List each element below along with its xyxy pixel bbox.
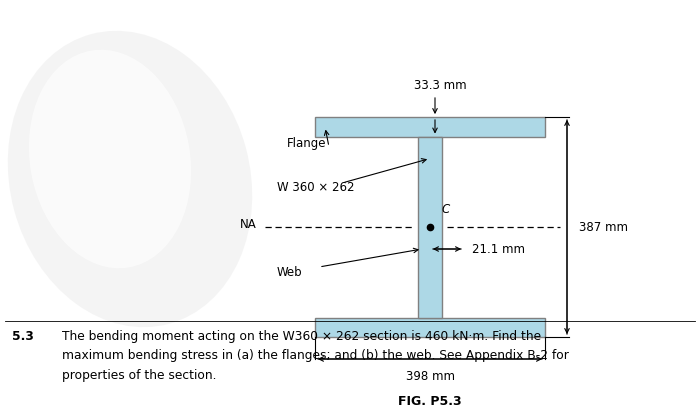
Text: 33.3 mm: 33.3 mm	[414, 79, 466, 92]
Ellipse shape	[29, 51, 191, 269]
Text: NA: NA	[240, 218, 257, 231]
Text: 398 mm: 398 mm	[405, 369, 454, 382]
Text: The bending moment acting on the W360 × 262 section is 460 kN·m. Find the: The bending moment acting on the W360 × …	[62, 329, 541, 342]
Text: maximum bending stress in (a) the flanges; and (b) the web. See Appendix B-2 for: maximum bending stress in (a) the flange…	[62, 348, 569, 362]
Text: FIG. P5.3: FIG. P5.3	[398, 394, 462, 407]
Bar	[315, 318, 545, 337]
Text: Flange: Flange	[287, 137, 326, 150]
Text: 387 mm: 387 mm	[579, 221, 628, 234]
Bar	[418, 137, 442, 318]
Text: 21.1 mm: 21.1 mm	[472, 243, 525, 256]
Bar	[315, 118, 545, 137]
Text: Web: Web	[277, 266, 302, 279]
Text: W 360 × 262: W 360 × 262	[277, 181, 354, 194]
Text: properties of the section.: properties of the section.	[62, 368, 216, 381]
Text: C: C	[442, 202, 450, 216]
Ellipse shape	[8, 32, 252, 327]
Text: 5.3: 5.3	[12, 329, 34, 342]
